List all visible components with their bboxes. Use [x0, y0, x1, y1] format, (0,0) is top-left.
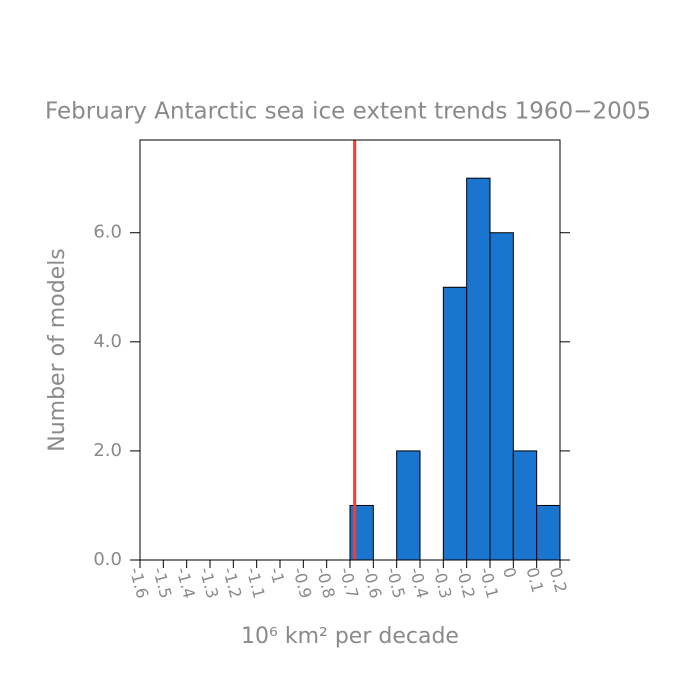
- x-tick-label: -1: [266, 565, 288, 585]
- y-tick-label: 6.0: [93, 222, 122, 243]
- x-tick-label: -1.6: [126, 565, 152, 600]
- x-tick-label: 0.1: [522, 565, 547, 595]
- x-tick-label: 0.2: [546, 565, 571, 595]
- chart-title: February Antarctic sea ice extent trends…: [45, 99, 651, 125]
- x-tick-label: 0: [499, 565, 520, 580]
- bar: [536, 504, 561, 561]
- x-tick-label: -0.9: [289, 565, 315, 600]
- bar: [442, 286, 468, 561]
- y-tick-label: 4.0: [93, 331, 122, 352]
- x-axis-label: 10⁶ km² per decade: [241, 624, 459, 649]
- y-axis-label: Number of models: [45, 248, 70, 452]
- y-tick-label: 0.0: [93, 549, 122, 570]
- bar: [396, 450, 421, 561]
- y-tick-label: 2.0: [93, 440, 122, 461]
- bar: [489, 232, 514, 561]
- bar: [466, 177, 491, 561]
- bar: [512, 450, 538, 561]
